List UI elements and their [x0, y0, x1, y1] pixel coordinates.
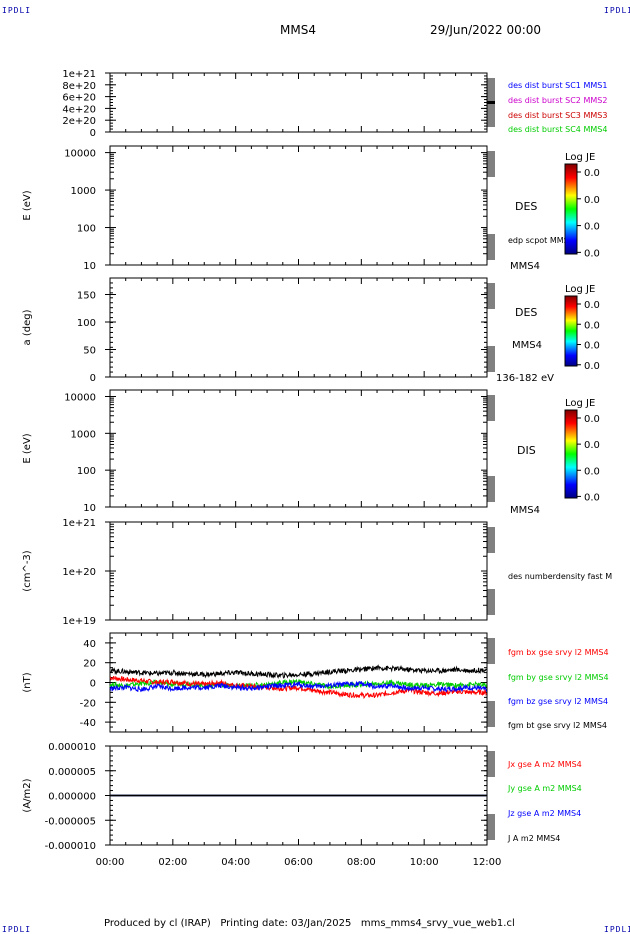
y-axis-label-dis_energy: E (eV) — [22, 433, 33, 463]
y-tick-label-pitch: 150 — [77, 291, 96, 302]
y-tick-label-current: 0.000010 — [48, 742, 96, 753]
right-label-des_energy: DES — [515, 200, 537, 213]
panel-frame-pitch — [109, 277, 488, 378]
colorbar-title-pitch: Log JE — [565, 284, 595, 295]
y-tick-label-density: 1e+19 — [62, 616, 96, 627]
y-tick-label-dis_energy: 10 — [83, 503, 96, 514]
y-tick-label-current: 0.000000 — [48, 792, 96, 803]
corner-label-bottom-right: IPDLI — [604, 925, 630, 934]
y-tick-label-density: 1e+20 — [62, 567, 96, 578]
y-tick-label-burst: 8e+20 — [62, 81, 96, 92]
colorbar-title-des_energy: Log JE — [565, 152, 595, 163]
y-tick-label-fgm: 0 — [90, 679, 96, 690]
x-tick-label: 12:00 — [473, 857, 502, 868]
y-tick-label-pitch: 50 — [83, 346, 96, 357]
y-tick-label-dis_energy: 1000 — [71, 429, 96, 440]
colorbar-title-dis_energy: Log JE — [565, 398, 595, 409]
right-label-dis_energy: MMS4 — [510, 505, 540, 516]
x-tick-label: 06:00 — [284, 857, 313, 868]
footer-credit: Produced by cl (IRAP) Printing date: 03/… — [104, 918, 515, 929]
right-label-dis_energy: DIS — [517, 444, 536, 457]
panel-frame-dis_energy — [109, 389, 488, 508]
colorbar-tick-label-pitch: 0.0 — [584, 320, 600, 331]
x-tick-label: 08:00 — [347, 857, 376, 868]
series-legend-entry: fgm by gse srvy l2 MMS4 — [508, 673, 609, 682]
y-tick-label-fgm: -40 — [80, 718, 96, 729]
colorbar-tick-label-dis_energy: 0.0 — [584, 440, 600, 451]
series-legend-entry: fgm bt gse srvy l2 MMS4 — [508, 721, 607, 730]
y-tick-label-fgm: -20 — [80, 698, 96, 709]
colorbar-pitch — [564, 295, 578, 367]
series-line-fgm — [109, 664, 487, 679]
panel-frame-density — [109, 521, 488, 621]
series-line-fgm — [109, 675, 487, 699]
panel-frame-des_energy — [109, 145, 488, 266]
y-tick-label-burst: 6e+20 — [62, 93, 96, 104]
x-tick-label: 10:00 — [410, 857, 439, 868]
colorbar-tick-label-dis_energy: 0.0 — [584, 466, 600, 477]
legend-entry: des dist burst SC2 MMS2 — [508, 96, 607, 105]
colorbar-tick-label-dis_energy: 0.0 — [584, 492, 600, 503]
colorbar-tick-label-des_energy: 0.0 — [584, 168, 600, 179]
colorbar-des_energy — [564, 163, 578, 255]
y-axis-label-pitch: a (deg) — [22, 309, 33, 345]
legend-entry: des dist burst SC4 MMS4 — [508, 125, 607, 134]
right-label-pitch: MMS4 — [512, 340, 542, 351]
right-label-des_energy: MMS4 — [510, 261, 540, 272]
colorbar-tick-label-des_energy: 0.0 — [584, 222, 600, 233]
y-tick-label-burst: 4e+20 — [62, 104, 96, 115]
y-axis-label-current: (A/m2) — [22, 778, 33, 812]
date-time-title: 29/Jun/2022 00:00 — [430, 23, 542, 37]
colorbar-tick-label-dis_energy: 0.0 — [584, 414, 600, 425]
y-tick-label-fgm: 40 — [83, 639, 96, 650]
y-tick-label-current: -0.000010 — [45, 841, 96, 852]
x-tick-label: 00:00 — [96, 857, 125, 868]
right-label-density: des numberdensity fast M — [508, 572, 612, 581]
y-tick-label-des_energy: 10 — [83, 261, 96, 272]
right-label-des_energy: edp scpot MMS4 — [508, 236, 574, 245]
y-tick-label-pitch: 0 — [90, 373, 96, 384]
y-tick-label-fgm: 20 — [83, 659, 96, 670]
y-tick-label-des_energy: 10000 — [64, 149, 96, 160]
series-legend-entry: Jz gse A m2 MMS4 — [507, 809, 581, 818]
y-tick-label-dis_energy: 100 — [77, 466, 96, 477]
corner-label-top-right: IPDLI — [604, 6, 630, 15]
series-legend-entry: fgm bz gse srvy l2 MMS4 — [508, 697, 608, 706]
y-tick-label-burst: 0 — [90, 128, 96, 139]
right-label-pitch: 136-182 eV — [496, 373, 554, 384]
y-tick-label-des_energy: 1000 — [71, 186, 96, 197]
series-line-fgm — [109, 680, 487, 693]
y-axis-label-density: (cm^-3) — [22, 550, 33, 591]
y-tick-label-dis_energy: 10000 — [64, 392, 96, 403]
y-tick-label-des_energy: 100 — [77, 224, 96, 235]
y-tick-label-burst: 1e+21 — [62, 69, 96, 80]
y-tick-label-burst: 2e+20 — [62, 116, 96, 127]
panel-frame-burst — [109, 72, 488, 133]
colorbar-tick-label-des_energy: 0.0 — [584, 195, 600, 206]
colorbar-tick-label-pitch: 0.0 — [584, 300, 600, 311]
y-tick-label-current: -0.000005 — [45, 816, 96, 827]
series-legend-entry: fgm bx gse srvy l2 MMS4 — [508, 648, 609, 657]
y-tick-label-pitch: 100 — [77, 318, 96, 329]
legend-entry: des dist burst SC3 MMS3 — [508, 111, 607, 120]
y-tick-label-current: 0.000005 — [48, 767, 96, 778]
colorbar-tick-label-des_energy: 0.0 — [584, 248, 600, 259]
x-tick-label: 02:00 — [158, 857, 187, 868]
y-axis-label-fgm: (nT) — [22, 672, 33, 692]
x-tick-label: 04:00 — [221, 857, 250, 868]
colorbar-tick-label-pitch: 0.0 — [584, 341, 600, 352]
right-label-pitch: DES — [515, 306, 537, 319]
corner-label-top-left: IPDLI — [2, 6, 32, 15]
colorbar-dis_energy — [564, 409, 578, 499]
legend-entry: des dist burst SC1 MMS1 — [508, 81, 607, 90]
series-legend-entry: Jx gse A m2 MMS4 — [507, 760, 582, 769]
series-legend-entry: Jy gse A m2 MMS4 — [507, 784, 582, 793]
spacecraft-title: MMS4 — [280, 23, 316, 37]
series-legend-entry: J A m2 MMS4 — [507, 834, 560, 843]
y-tick-label-density: 1e+21 — [62, 518, 96, 529]
corner-label-bottom-left: IPDLI — [2, 925, 32, 934]
y-axis-label-des_energy: E (eV) — [22, 190, 33, 220]
colorbar-tick-label-pitch: 0.0 — [584, 361, 600, 372]
